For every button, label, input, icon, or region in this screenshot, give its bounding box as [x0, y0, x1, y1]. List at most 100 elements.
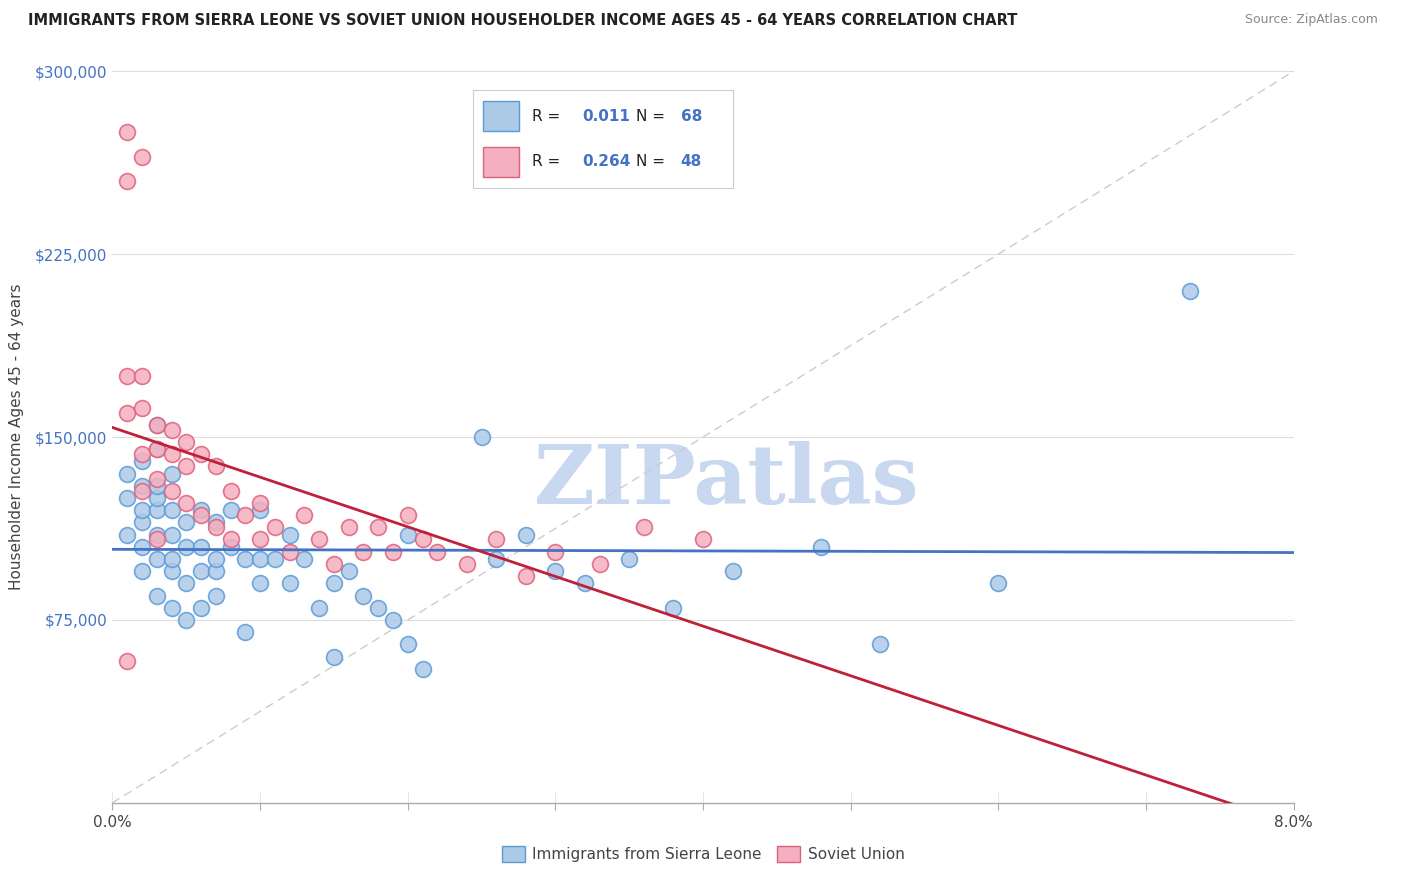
Point — [515, 569, 537, 583]
Point — [249, 552, 271, 566]
Point — [117, 467, 138, 481]
Text: IMMIGRANTS FROM SIERRA LEONE VS SOVIET UNION HOUSEHOLDER INCOME AGES 45 - 64 YEA: IMMIGRANTS FROM SIERRA LEONE VS SOVIET U… — [28, 13, 1018, 29]
Point — [337, 520, 360, 534]
Point — [412, 662, 434, 676]
Point — [160, 483, 183, 498]
Point — [323, 557, 346, 571]
Point — [146, 479, 169, 493]
Point — [396, 527, 419, 541]
Point — [146, 552, 169, 566]
Point — [308, 533, 330, 547]
Point — [292, 552, 315, 566]
Point — [190, 447, 212, 461]
Point — [412, 533, 434, 547]
Point — [278, 527, 301, 541]
Point — [633, 520, 655, 534]
Point — [146, 442, 169, 457]
Point — [146, 589, 169, 603]
Point — [249, 576, 271, 591]
Point — [174, 496, 197, 510]
Point — [233, 625, 256, 640]
Point — [160, 423, 183, 437]
Y-axis label: Householder Income Ages 45 - 64 years: Householder Income Ages 45 - 64 years — [8, 284, 24, 591]
Point — [131, 454, 153, 468]
Point — [249, 496, 271, 510]
Point — [588, 557, 610, 571]
Point — [219, 533, 242, 547]
Point — [205, 520, 228, 534]
Point — [160, 503, 183, 517]
Point — [117, 125, 138, 139]
Point — [382, 544, 405, 558]
Point — [396, 508, 419, 522]
Point — [544, 544, 567, 558]
Point — [190, 503, 212, 517]
Point — [987, 576, 1010, 591]
Point — [515, 527, 537, 541]
Point — [382, 613, 405, 627]
Point — [174, 613, 197, 627]
Point — [174, 540, 197, 554]
Point — [456, 557, 478, 571]
Point — [396, 637, 419, 651]
Point — [485, 552, 508, 566]
Point — [264, 552, 287, 566]
Point — [174, 459, 197, 474]
Point — [233, 552, 256, 566]
Point — [471, 430, 494, 444]
Point — [323, 576, 346, 591]
Point — [205, 459, 228, 474]
Text: Source: ZipAtlas.com: Source: ZipAtlas.com — [1244, 13, 1378, 27]
Point — [131, 479, 153, 493]
Point — [146, 442, 169, 457]
Point — [160, 552, 183, 566]
Point — [264, 520, 287, 534]
Point — [485, 533, 508, 547]
Point — [249, 503, 271, 517]
Point — [219, 483, 242, 498]
Point — [426, 544, 449, 558]
Point — [278, 544, 301, 558]
Point — [131, 150, 153, 164]
Point — [146, 533, 169, 547]
Point — [117, 369, 138, 384]
Point — [190, 508, 212, 522]
Point — [146, 527, 169, 541]
Point — [692, 533, 714, 547]
Point — [352, 589, 374, 603]
Point — [308, 600, 330, 615]
Point — [278, 576, 301, 591]
Point — [233, 508, 256, 522]
Point — [190, 540, 212, 554]
Point — [205, 516, 228, 530]
Point — [219, 503, 242, 517]
Point — [174, 576, 197, 591]
Point — [117, 654, 138, 668]
Legend: Immigrants from Sierra Leone, Soviet Union: Immigrants from Sierra Leone, Soviet Uni… — [495, 840, 911, 868]
Point — [323, 649, 346, 664]
Point — [249, 533, 271, 547]
Point — [174, 434, 197, 449]
Point — [146, 503, 169, 517]
Point — [190, 600, 212, 615]
Point — [160, 527, 183, 541]
Point — [131, 564, 153, 578]
Point — [544, 564, 567, 578]
Point — [160, 467, 183, 481]
Point — [662, 600, 685, 615]
Point — [131, 369, 153, 384]
Point — [367, 520, 389, 534]
Point — [337, 564, 360, 578]
Point — [174, 516, 197, 530]
Point — [367, 600, 389, 615]
Point — [146, 491, 169, 505]
Point — [721, 564, 744, 578]
Point — [131, 503, 153, 517]
Point — [219, 540, 242, 554]
Point — [160, 564, 183, 578]
Point — [205, 564, 228, 578]
Point — [146, 417, 169, 432]
Point — [146, 471, 169, 485]
Text: ZIPatlas: ZIPatlas — [534, 441, 920, 521]
Point — [352, 544, 374, 558]
